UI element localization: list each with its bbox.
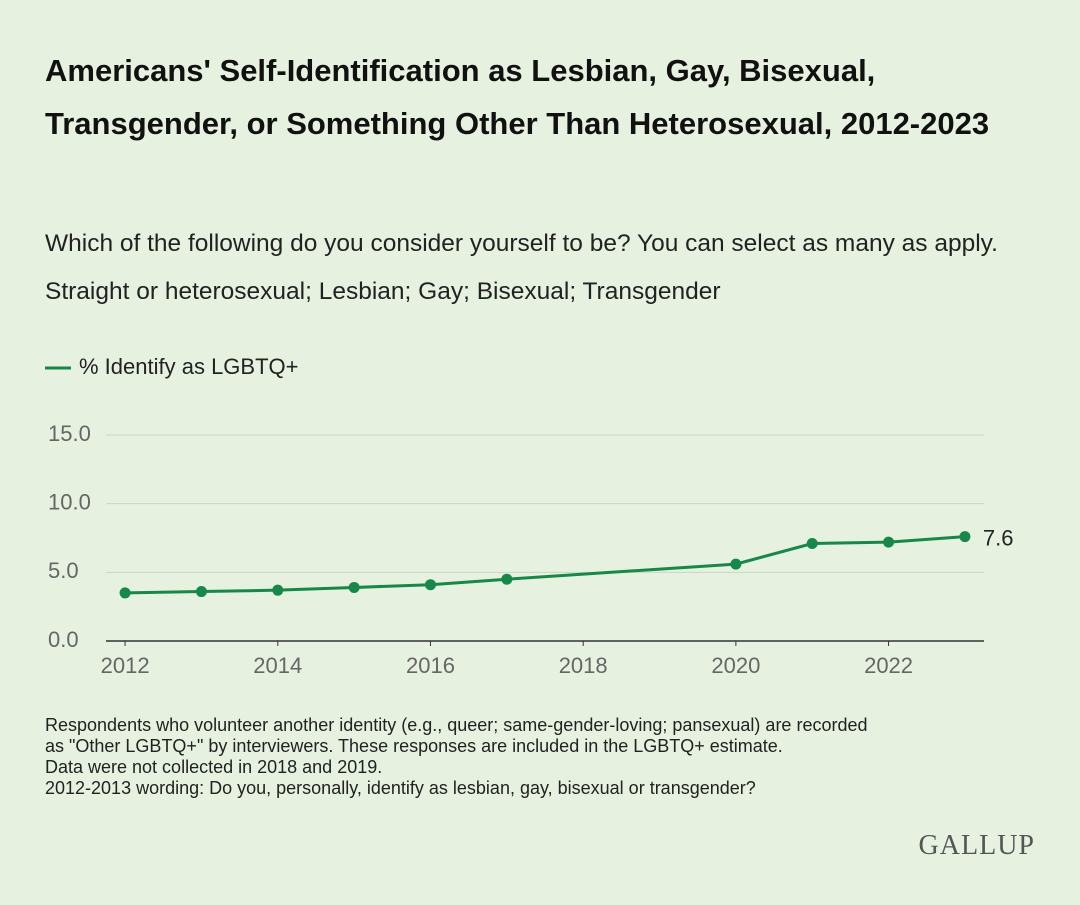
chart-subtitle: Which of the following do you consider y… (45, 230, 998, 305)
y-tick-label: 5.0 (48, 558, 79, 583)
data-point (959, 531, 971, 543)
y-tick-label: 0.0 (48, 627, 79, 652)
data-point (272, 584, 284, 596)
x-tick-label: 2014 (253, 653, 302, 678)
x-tick-label: 2016 (406, 653, 455, 678)
y-tick-label: 15.0 (48, 421, 91, 446)
notes: Respondents who volunteer another identi… (45, 715, 868, 799)
y-tick-label: 10.0 (48, 489, 91, 514)
data-point (348, 581, 360, 593)
x-tick-label: 2012 (101, 653, 150, 678)
data-point (119, 587, 131, 599)
data-point (195, 586, 207, 598)
x-tick-label: 2022 (864, 653, 913, 678)
note-line: Respondents who volunteer another identi… (45, 715, 868, 735)
note-line: as "Other LGBTQ+" by interviewers. These… (45, 736, 783, 756)
chart-title: Americans' Self-Identification as Lesbia… (45, 53, 990, 141)
source-logo: GALLUP (918, 830, 1035, 861)
value-label: 7.6 (983, 525, 1014, 550)
data-point (806, 537, 818, 549)
data-point (730, 558, 742, 570)
legend-label: % Identify as LGBTQ+ (79, 354, 298, 379)
note-line: 2012-2013 wording: Do you, personally, i… (45, 778, 756, 798)
data-line (125, 535, 966, 595)
x-tick-label: 2018 (559, 653, 608, 678)
note-line: Data were not collected in 2018 and 2019… (45, 757, 383, 777)
data-point (424, 579, 436, 591)
data-point (501, 573, 513, 585)
data-point (883, 536, 895, 548)
x-tick-label: 2020 (711, 653, 760, 678)
